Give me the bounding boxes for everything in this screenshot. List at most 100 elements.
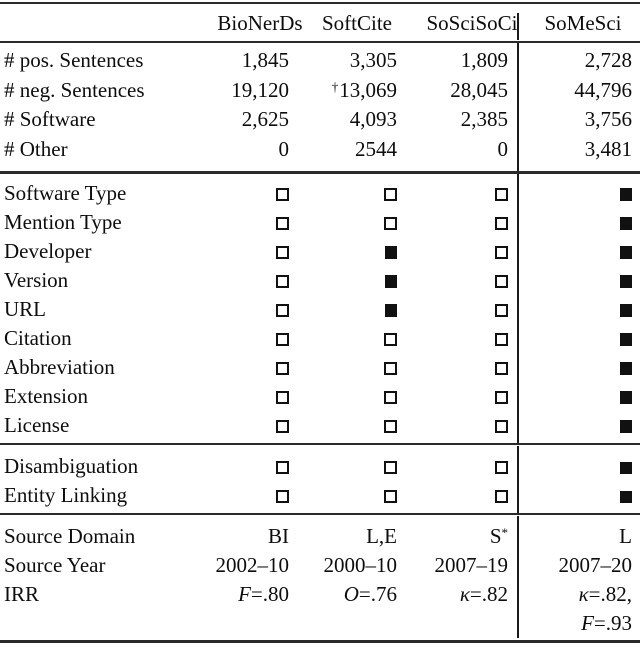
cell-softcite: 2000–10 <box>323 553 398 577</box>
section-rule-linking <box>0 513 640 516</box>
cell-softcite <box>289 413 397 438</box>
cell-soscisoci: S* <box>397 524 520 549</box>
checkbox-icon <box>276 461 289 474</box>
header-rule <box>0 41 640 43</box>
checkbox-icon <box>276 303 289 317</box>
table-row: Developer <box>0 237 640 266</box>
row-label: # Other <box>4 136 68 161</box>
row-label: Developer <box>4 238 92 263</box>
cell-somesci <box>520 483 640 508</box>
checkbox-icon <box>495 461 508 474</box>
irr-value: =.80 <box>250 582 289 606</box>
cell-bionerds: 2,625 <box>241 107 289 132</box>
checkbox-icon <box>384 461 397 474</box>
cell-soscisoci: 0 <box>497 136 509 161</box>
table-row: F=.93 <box>0 609 640 638</box>
dagger-footnote-mark: † <box>331 78 339 94</box>
cell-soscisoci: 2007–19 <box>434 553 509 577</box>
irr-value: =.82, <box>588 582 632 606</box>
row-label: Entity Linking <box>4 483 128 507</box>
cell-somesci: 3,756 <box>584 107 632 132</box>
column-separator-line <box>517 13 519 40</box>
table-bottom-rule <box>0 640 640 643</box>
column-separator-line <box>517 515 519 638</box>
irr-value: =.82 <box>469 582 508 606</box>
table-row: License <box>0 411 640 440</box>
cell-value: 13,069 <box>339 77 397 102</box>
cell-bionerds <box>165 326 289 351</box>
cell-soscisoci <box>397 483 520 508</box>
row-label: Source Year <box>4 553 106 577</box>
cell-somesci <box>520 210 640 235</box>
cell-bionerds <box>165 454 289 479</box>
cell-bionerds: 19,120 <box>231 77 289 102</box>
cell-bionerds: F=.80 <box>165 582 289 607</box>
checkbox-icon <box>276 490 289 503</box>
checkbox-icon <box>276 216 289 230</box>
cell-bionerds <box>165 181 289 206</box>
column-header-bionerds: BioNerDs <box>217 11 303 35</box>
checkbox-icon <box>276 187 289 201</box>
table-row: # Software 2,625 4,093 2,385 3,756 <box>0 105 640 135</box>
checkbox-icon <box>384 361 397 375</box>
column-separator-line <box>517 173 519 443</box>
checkbox-icon <box>495 303 508 317</box>
row-label: # pos. Sentences <box>4 48 144 73</box>
table-top-rule <box>0 1 640 5</box>
cell-bionerds <box>165 239 289 264</box>
checkbox-icon <box>619 490 632 503</box>
cell-bionerds <box>165 210 289 235</box>
checkbox-icon <box>384 216 397 230</box>
checkbox-icon <box>619 217 632 230</box>
cell-somesci: 3,481 <box>584 136 632 161</box>
table-row: Disambiguation <box>0 452 640 481</box>
cell-soscisoci <box>397 413 520 438</box>
asterisk-footnote-mark: * <box>501 525 509 540</box>
cell-somesci <box>520 413 640 438</box>
table-row: # Other 0 2544 0 3,481 <box>0 135 640 165</box>
cell-soscisoci <box>397 326 520 351</box>
cell-somesci: L <box>619 524 632 548</box>
cell-somesci <box>520 181 640 206</box>
section-linking: Disambiguation Entity Linking <box>0 446 640 510</box>
irr-value: =.93 <box>593 611 632 635</box>
row-label: # neg. Sentences <box>4 77 145 102</box>
checkbox-icon <box>619 362 632 375</box>
cell-bionerds: 0 <box>278 136 290 161</box>
cell-softcite <box>289 239 397 264</box>
checkbox-icon <box>495 332 508 346</box>
cell-bionerds <box>165 413 289 438</box>
cell-value: S <box>489 524 502 548</box>
checkbox-icon <box>384 419 397 433</box>
checkbox-icon <box>619 461 632 474</box>
row-label: Abbreviation <box>4 354 115 379</box>
cell-soscisoci <box>397 297 520 322</box>
cell-somesci <box>520 384 640 409</box>
checkbox-icon <box>619 246 632 259</box>
cell-soscisoci: κ=.82 <box>397 582 520 607</box>
table-row: Entity Linking <box>0 481 640 510</box>
checkbox-icon <box>495 216 508 230</box>
table-row: Version <box>0 266 640 295</box>
cell-bionerds: BI <box>268 524 289 548</box>
table-row: Source Domain BI L,E S* L <box>0 522 640 551</box>
checkbox-icon <box>495 361 508 375</box>
table-row: Source Year 2002–10 2000–10 2007–19 2007… <box>0 551 640 580</box>
checkbox-icon <box>495 490 508 503</box>
checkbox-icon <box>384 490 397 503</box>
column-header-soscisoci: SoSciSoCi <box>426 11 518 35</box>
cell-softcite <box>289 326 397 351</box>
checkbox-icon <box>276 419 289 433</box>
cell-soscisoci <box>397 239 520 264</box>
row-label: # Software <box>4 107 96 132</box>
table-row: URL <box>0 295 640 324</box>
table-row: Abbreviation <box>0 353 640 382</box>
cell-soscisoci <box>397 268 520 293</box>
cell-softcite <box>289 483 397 508</box>
cell-bionerds <box>165 355 289 380</box>
cell-softcite <box>289 210 397 235</box>
table-row: Citation <box>0 324 640 353</box>
row-label: Mention Type <box>4 209 122 234</box>
checkbox-icon <box>619 391 632 404</box>
cell-softcite: O=.76 <box>289 582 397 607</box>
